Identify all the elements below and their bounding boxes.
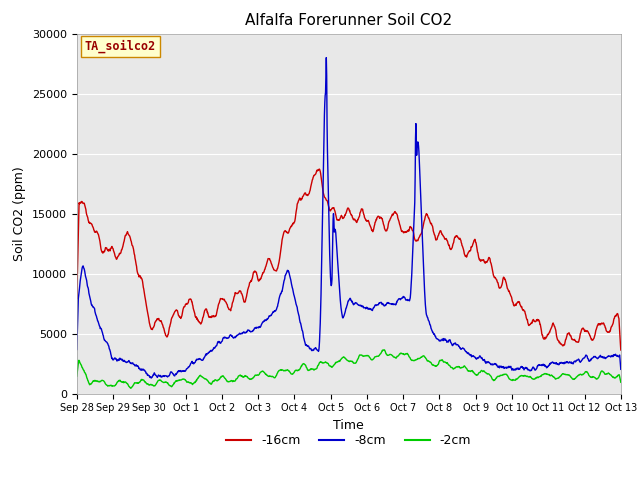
-8cm bbox=[147, 375, 155, 381]
-8cm bbox=[434, 336, 442, 342]
-8cm bbox=[553, 360, 561, 366]
-16cm bbox=[255, 278, 262, 284]
-16cm bbox=[617, 347, 625, 353]
-2cm bbox=[181, 377, 189, 383]
-2cm bbox=[73, 373, 81, 379]
-2cm bbox=[195, 375, 202, 381]
-16cm bbox=[194, 317, 202, 323]
Line: -2cm: -2cm bbox=[77, 350, 621, 388]
-2cm bbox=[127, 385, 134, 391]
Text: TA_soilco2: TA_soilco2 bbox=[85, 40, 156, 53]
-8cm bbox=[505, 363, 513, 369]
-16cm bbox=[553, 333, 561, 339]
-2cm bbox=[434, 362, 442, 368]
X-axis label: Time: Time bbox=[333, 419, 364, 432]
Line: -8cm: -8cm bbox=[77, 58, 621, 378]
-16cm bbox=[316, 166, 323, 172]
Title: Alfalfa Forerunner Soil CO2: Alfalfa Forerunner Soil CO2 bbox=[245, 13, 452, 28]
-2cm bbox=[505, 375, 513, 381]
-2cm bbox=[553, 376, 561, 382]
-2cm bbox=[381, 347, 388, 353]
Legend: -16cm, -8cm, -2cm: -16cm, -8cm, -2cm bbox=[221, 429, 476, 452]
-8cm bbox=[195, 357, 202, 362]
-8cm bbox=[73, 347, 81, 352]
-8cm bbox=[255, 324, 263, 330]
-16cm bbox=[73, 296, 81, 301]
-8cm bbox=[617, 366, 625, 372]
-2cm bbox=[617, 379, 625, 385]
-16cm bbox=[505, 288, 513, 294]
-2cm bbox=[255, 372, 263, 377]
Y-axis label: Soil CO2 (ppm): Soil CO2 (ppm) bbox=[13, 166, 26, 261]
-16cm bbox=[180, 304, 188, 310]
Line: -16cm: -16cm bbox=[77, 169, 621, 350]
-8cm bbox=[181, 368, 189, 374]
-8cm bbox=[323, 55, 330, 60]
-16cm bbox=[434, 235, 442, 240]
